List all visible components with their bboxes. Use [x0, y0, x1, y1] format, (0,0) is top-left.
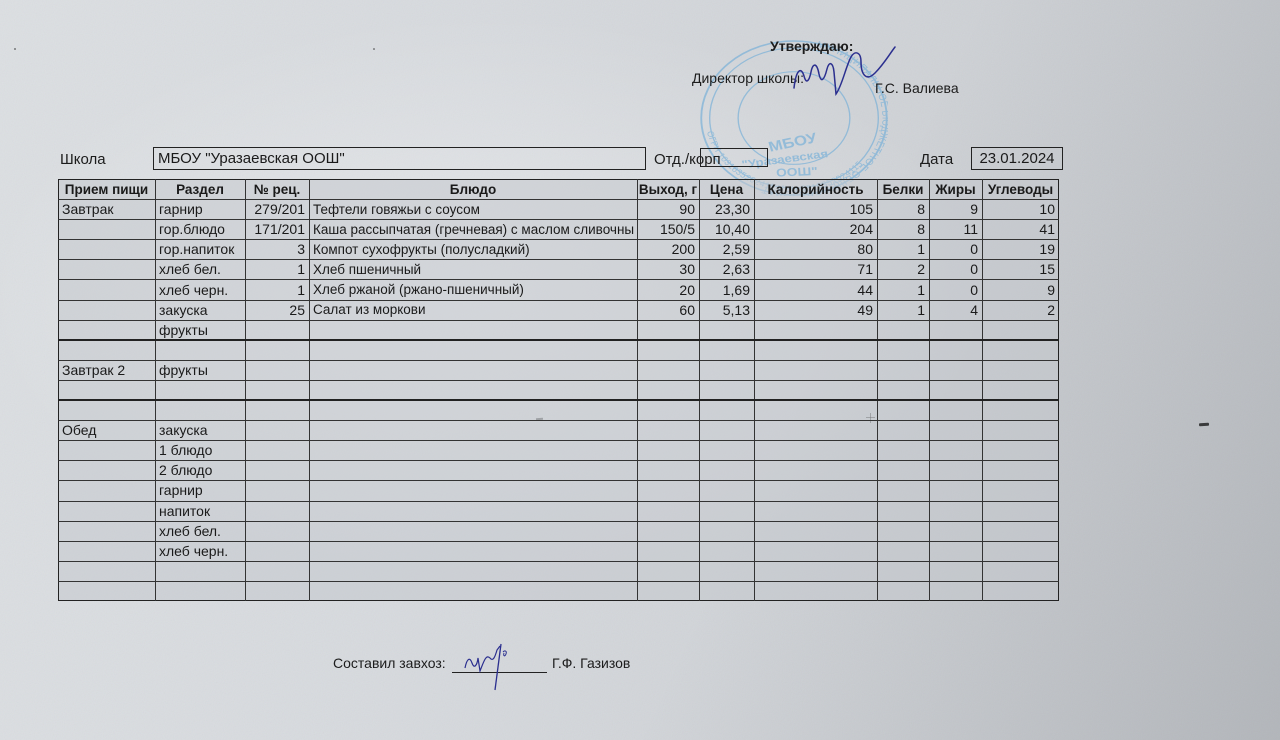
svg-text:ООШ": ООШ" — [776, 165, 818, 179]
